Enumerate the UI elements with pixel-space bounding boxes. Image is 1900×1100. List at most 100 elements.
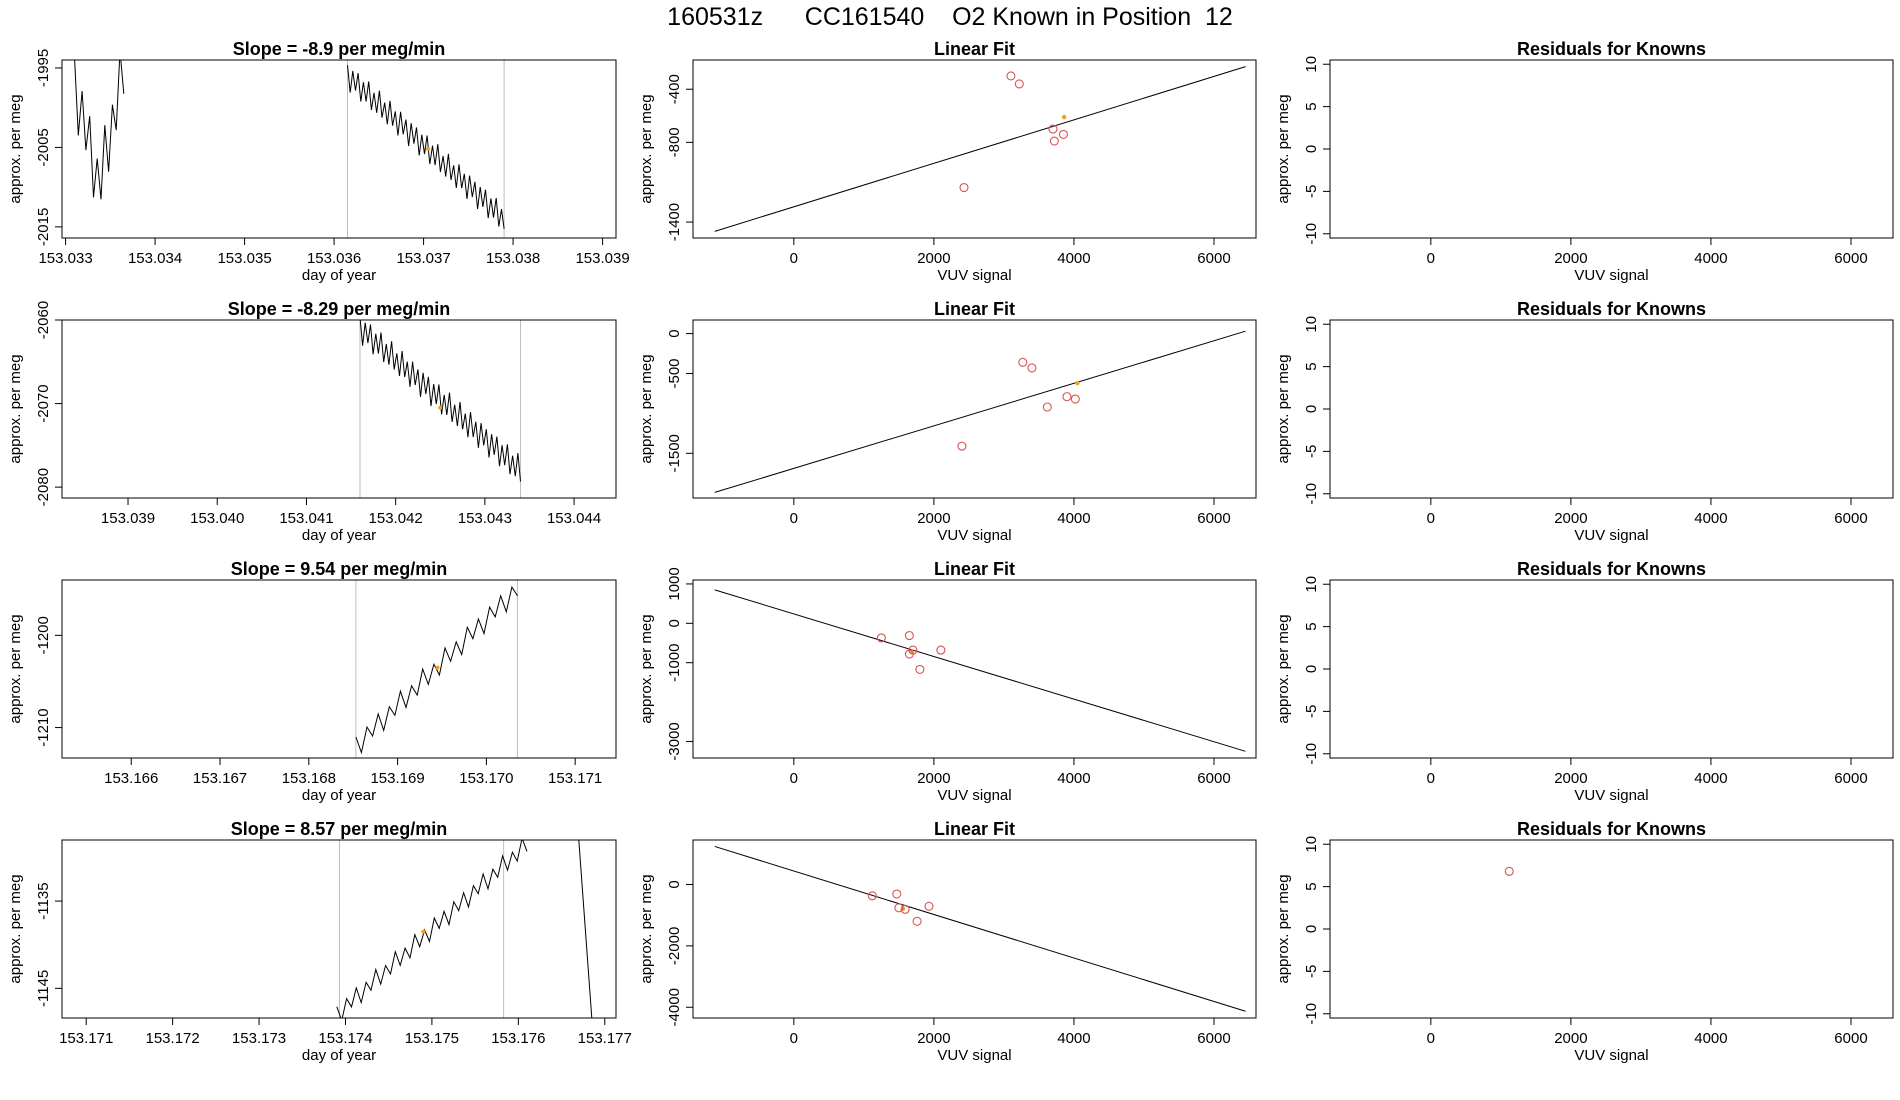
y-tick-label: 0 — [1303, 145, 1320, 153]
highlight-point — [1061, 114, 1067, 120]
y-tick-label: 0 — [1303, 925, 1320, 933]
panel-title: Residuals for Knowns — [1517, 559, 1706, 579]
x-tick-label: 153.038 — [486, 250, 540, 267]
x-tick-label: 6000 — [1834, 250, 1867, 267]
x-tick-label: 153.171 — [59, 1030, 113, 1047]
data-point — [1049, 136, 1059, 146]
panel-resid-row2: Residuals for Knowns 0 2000 4000 6000 VUV sig… — [1275, 299, 1894, 544]
y-tick-label: -1500 — [666, 434, 683, 472]
x-tick-label: 2000 — [917, 510, 950, 527]
page-title: 160531z CC161540 O2 Known in Position 12 — [667, 3, 1233, 31]
x-tick-label: 6000 — [1197, 770, 1230, 787]
x-axis-label: VUV signal — [1574, 267, 1648, 284]
y-tick-label: -500 — [666, 358, 683, 388]
y-axis-label: approx. per meg — [1275, 354, 1292, 463]
data-point — [912, 916, 922, 926]
data-area — [714, 66, 1246, 232]
data-point — [1048, 124, 1058, 134]
y-tick-label: 5 — [1303, 882, 1320, 890]
panel-title: Slope = -8.9 per meg/min — [233, 39, 446, 59]
fit-line — [714, 589, 1246, 752]
x-tick-label: 153.166 — [104, 770, 158, 787]
x-axis-label: VUV signal — [937, 267, 1011, 284]
y-tick-label: -5 — [1303, 445, 1320, 458]
y-tick-label: -2015 — [35, 208, 52, 246]
x-tick-label: 2000 — [1554, 510, 1587, 527]
panel-title: Residuals for Knowns — [1517, 299, 1706, 319]
series-line-2 — [347, 65, 505, 229]
panel-title: Linear Fit — [934, 559, 1015, 579]
x-tick-label: 6000 — [1197, 250, 1230, 267]
fit-line — [714, 330, 1246, 493]
y-axis-label: approx. per meg — [7, 94, 24, 203]
y-axis-label: approx. per meg — [638, 874, 655, 983]
y-tick-label: -5 — [1303, 705, 1320, 718]
data-point — [924, 901, 934, 911]
x-tick-label: 153.039 — [575, 250, 629, 267]
y-tick-label: -10 — [1303, 483, 1320, 505]
data-point — [1062, 392, 1072, 402]
series-line-1 — [355, 585, 518, 755]
data-point — [936, 645, 946, 655]
x-tick-label: 2000 — [1554, 770, 1587, 787]
y-axis-label: approx. per meg — [7, 874, 24, 983]
x-tick-label: 153.034 — [128, 250, 182, 267]
panel-resid-row4: Residuals for Knowns 0 2000 4000 6000 VUV sig… — [1275, 819, 1894, 1064]
panel-title: Linear Fit — [934, 39, 1015, 59]
plot-frame — [1329, 839, 1894, 1019]
data-point — [1018, 357, 1028, 367]
y-tick-label: 10 — [1303, 576, 1320, 593]
x-axis-label: VUV signal — [937, 1047, 1011, 1064]
data-point — [1042, 402, 1052, 412]
x-tick-label: 6000 — [1197, 1030, 1230, 1047]
x-axis-label: day of year — [302, 1047, 376, 1064]
y-tick-label: -10 — [1303, 223, 1320, 245]
plot-frame — [61, 839, 617, 1019]
data-point — [1070, 394, 1080, 404]
y-tick-label: -4000 — [666, 988, 683, 1026]
y-tick-label: -2080 — [35, 468, 52, 506]
y-tick-label: -2005 — [35, 128, 52, 166]
x-tick-label: 153.175 — [405, 1030, 459, 1047]
panel-resid-row3: Residuals for Knowns 0 2000 4000 6000 VUV sig… — [1275, 559, 1894, 804]
data-point — [1058, 129, 1068, 139]
x-tick-label: 0 — [1427, 770, 1435, 787]
x-tick-label: 153.168 — [282, 770, 336, 787]
x-tick-label: 153.167 — [193, 770, 247, 787]
x-tick-label: 0 — [790, 250, 798, 267]
series-line-1 — [336, 840, 528, 1018]
x-tick-label: 0 — [790, 510, 798, 527]
data-area — [359, 320, 521, 482]
plot-frame — [1329, 319, 1894, 499]
y-tick-label: 0 — [666, 329, 683, 337]
y-tick-label: -3000 — [666, 722, 683, 760]
data-marker — [438, 405, 443, 410]
x-tick-label: 2000 — [1554, 250, 1587, 267]
fit-line — [714, 66, 1246, 232]
x-tick-label: 153.042 — [369, 510, 423, 527]
series-line-2 — [578, 840, 593, 1018]
plot-frame — [61, 59, 617, 239]
x-tick-label: 6000 — [1834, 1030, 1867, 1047]
plot-frame — [692, 579, 1257, 759]
x-tick-label: 153.169 — [370, 770, 424, 787]
y-axis-label: approx. per meg — [638, 94, 655, 203]
data-area — [1504, 866, 1514, 876]
panel-title: Linear Fit — [934, 819, 1015, 839]
x-tick-label: 0 — [790, 770, 798, 787]
x-tick-label: 2000 — [917, 770, 950, 787]
x-tick-label: 153.043 — [458, 510, 512, 527]
x-tick-label: 153.033 — [38, 250, 92, 267]
data-marker — [426, 147, 431, 151]
y-tick-label: -1000 — [666, 644, 683, 682]
x-tick-label: 4000 — [1057, 250, 1090, 267]
data-marker — [421, 929, 426, 934]
plot-frame — [692, 59, 1257, 239]
x-tick-label: 153.044 — [547, 510, 601, 527]
panel-fit-row3: Linear Fit 0 2000 4000 6000 VUV signal 1000 0 -1… — [638, 559, 1257, 804]
y-tick-label: -2000 — [666, 927, 683, 965]
y-tick-label: -5 — [1303, 185, 1320, 198]
data-point — [1504, 866, 1514, 876]
y-tick-label: -1400 — [666, 203, 683, 241]
